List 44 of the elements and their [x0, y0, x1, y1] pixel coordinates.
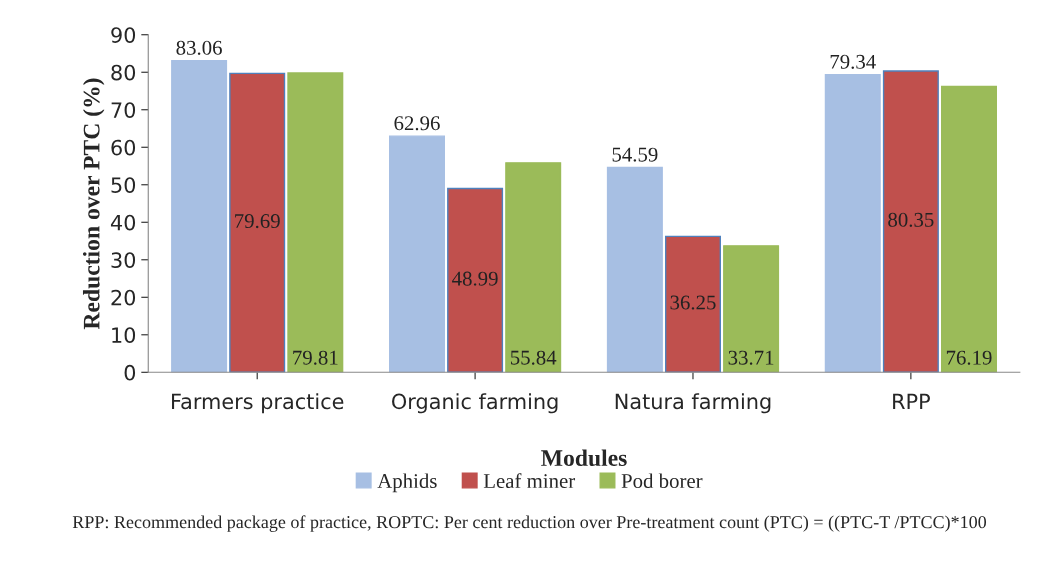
y-tick-label: 70 [111, 102, 136, 118]
data-label: 80.35 [888, 212, 934, 227]
data-label: 79.81 [293, 350, 338, 365]
y-tick-label: 0 [124, 364, 136, 381]
bar [824, 74, 881, 373]
y-axis-title: Reduction over PTC (%) [82, 78, 105, 330]
text: RPP: Recommended package of practice, ROPTC: Per cent reduction over Pre-treatment count (PTC) = ((PTC-T /PTCC)*100 [72, 515, 987, 532]
data-label: 33.71 [728, 350, 774, 365]
data-label: 36.25 [670, 295, 716, 310]
data-label: 79.69 [235, 214, 280, 229]
bar [447, 187, 504, 373]
bar [882, 70, 939, 373]
data-label: 48.99 [452, 271, 498, 286]
y-tick-label: 10 [112, 327, 136, 343]
y-tick-label: 40 [110, 214, 136, 231]
x-tick-label: Natura farming [615, 393, 771, 414]
bar [287, 72, 344, 373]
y-tick-label: 90 [111, 27, 136, 43]
data-label: 79.34 [830, 54, 876, 69]
y-tick-label: 50 [111, 177, 136, 193]
bar [723, 245, 780, 373]
bar [940, 85, 997, 373]
bar [229, 72, 286, 373]
bar [505, 162, 562, 373]
data-label: 62.96 [394, 116, 440, 131]
data-label: 76.19 [946, 350, 992, 365]
bar [171, 60, 228, 373]
bar [606, 166, 663, 373]
x-tick-label: Farmers practice [172, 393, 344, 414]
bar [664, 235, 721, 373]
x-tick-label: RPP [893, 393, 930, 409]
x-axis-title: Modules [541, 449, 627, 467]
bar [388, 135, 445, 373]
legend-label: Pod borer [621, 473, 703, 489]
y-tick-label: 60 [111, 139, 136, 156]
y-tick-label: 30 [111, 252, 136, 268]
legend-label: Aphids [377, 473, 437, 493]
x-tick-label: Organic farming [392, 393, 558, 414]
legend-label: Leaf miner [483, 473, 576, 489]
data-label: 55.84 [510, 350, 557, 365]
y-tick-label: 20 [111, 289, 136, 306]
y-tick-label: 80 [111, 64, 136, 81]
data-label: 83.06 [176, 40, 222, 55]
data-label: 54.59 [612, 147, 658, 162]
